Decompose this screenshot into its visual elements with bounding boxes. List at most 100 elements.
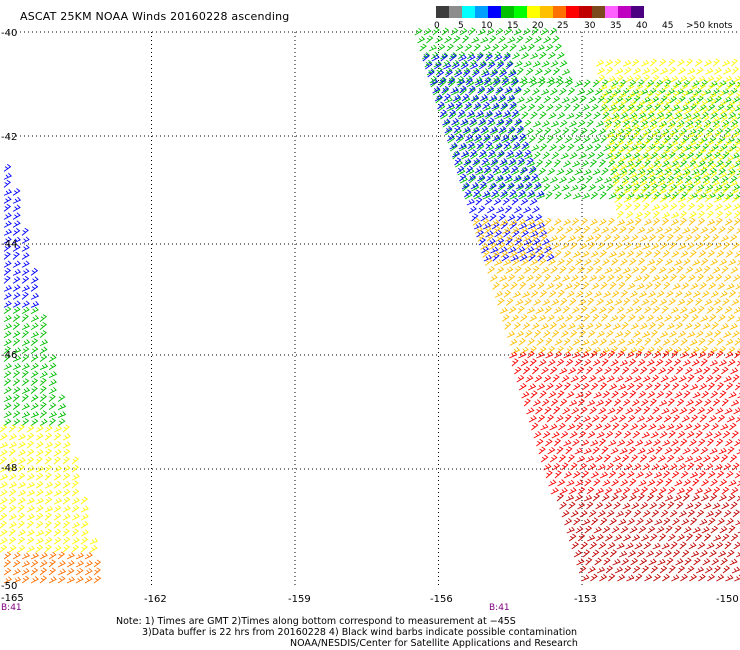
- wind-barb: [535, 159, 544, 168]
- wind-barb: [611, 290, 620, 298]
- legend-swatch: [540, 6, 553, 18]
- wind-barb: [691, 494, 700, 502]
- graticule: [8, 31, 740, 585]
- wind-barb: [476, 229, 484, 238]
- wind-barb: [573, 281, 581, 290]
- wind-barb: [482, 249, 490, 258]
- wind-barb: [552, 35, 560, 44]
- wind-barb: [66, 552, 75, 560]
- wind-barb: [57, 403, 67, 411]
- wind-barb: [612, 178, 620, 187]
- wind-barb: [583, 447, 592, 455]
- wind-barb: [444, 96, 453, 104]
- wind-barb: [520, 52, 530, 60]
- wind-barb: [550, 487, 559, 495]
- wind-barb: [718, 226, 726, 234]
- wind-barb: [471, 126, 480, 134]
- wind-barb: [720, 454, 729, 463]
- wind-barb: [631, 502, 640, 510]
- wind-barb: [708, 282, 717, 290]
- wind-barb: [525, 35, 533, 44]
- wind-barb: [727, 80, 736, 88]
- wind-barb: [579, 374, 588, 383]
- wind-barb: [53, 440, 62, 449]
- wind-barb: [595, 265, 603, 274]
- wind-barb: [660, 274, 669, 282]
- wind-barb: [690, 91, 699, 99]
- wind-barb: [718, 359, 727, 367]
- wind-barb: [44, 512, 52, 521]
- wind-barb: [716, 337, 724, 346]
- wind-barb: [631, 266, 640, 274]
- wind-barb: [650, 298, 658, 306]
- wind-barb: [549, 423, 558, 431]
- wind-barb: [694, 122, 703, 131]
- legend-label: 25: [557, 21, 569, 31]
- wind-barb: [492, 134, 501, 142]
- wind-barb: [538, 359, 547, 367]
- wind-barb: [436, 69, 445, 78]
- wind-barb: [553, 406, 561, 415]
- pass-time-label: B:41: [489, 603, 510, 613]
- wind-barb: [500, 189, 508, 198]
- wind-barb: [667, 58, 676, 67]
- wind-barb: [728, 525, 736, 534]
- wind-barb: [734, 82, 740, 91]
- wind-barb: [424, 59, 433, 68]
- wind-barb: [527, 250, 536, 258]
- wind-barb: [480, 68, 489, 76]
- wind-barb: [566, 479, 575, 487]
- wind-barb: [721, 398, 729, 407]
- wind-barb: [678, 202, 687, 211]
- wind-barb: [518, 133, 527, 142]
- wind-barb: [48, 567, 57, 576]
- wind-barb: [619, 493, 628, 502]
- wind-barb: [689, 573, 698, 582]
- wind-barb: [516, 213, 524, 222]
- wind-barb: [688, 406, 696, 415]
- wind-barb: [614, 430, 622, 439]
- wind-barb: [489, 126, 498, 134]
- wind-barb: [630, 454, 639, 463]
- wind-barb: [596, 431, 605, 439]
- wind-barb: [665, 106, 673, 115]
- wind-barb: [550, 266, 558, 274]
- wind-barb: [30, 338, 39, 346]
- wind-barb: [475, 51, 484, 60]
- wind-barb: [516, 67, 524, 76]
- wind-barb: [713, 195, 722, 203]
- wind-barb: [527, 189, 535, 198]
- wind-barb: [642, 67, 651, 75]
- wind-barb: [705, 510, 715, 518]
- wind-barb: [611, 526, 620, 534]
- wind-barb: [30, 346, 39, 354]
- wind-barb: [511, 346, 521, 354]
- wind-barb: [8, 433, 17, 441]
- wind-barb: [526, 218, 536, 226]
- wind-barb: [590, 573, 598, 582]
- wind-barb: [17, 481, 27, 489]
- wind-barb: [475, 197, 483, 206]
- wind-barb: [700, 226, 709, 234]
- wind-barb: [646, 346, 655, 354]
- wind-barb: [543, 95, 552, 104]
- wind-barb: [692, 259, 701, 266]
- wind-barb: [26, 448, 35, 457]
- wind-barb: [575, 391, 584, 399]
- wind-barb: [467, 141, 475, 150]
- wind-barb: [557, 390, 565, 399]
- wind-barb: [684, 234, 693, 242]
- wind-barb: [512, 291, 522, 298]
- wind-barb: [516, 274, 525, 282]
- wind-barb: [687, 374, 695, 383]
- wind-barb: [539, 230, 548, 238]
- wind-barb: [0, 544, 8, 553]
- wind-barb: [562, 218, 571, 226]
- wind-barb: [12, 338, 21, 346]
- wind-barb: [668, 151, 676, 160]
- wind-barb: [510, 134, 519, 142]
- wind-barb: [641, 331, 651, 338]
- wind-barb: [44, 505, 54, 513]
- wind-barb: [0, 481, 8, 489]
- wind-barb: [676, 366, 684, 375]
